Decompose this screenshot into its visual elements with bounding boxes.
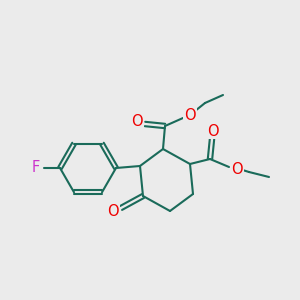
Text: O: O (131, 115, 143, 130)
Text: O: O (184, 107, 196, 122)
Text: F: F (32, 160, 40, 175)
Text: O: O (107, 205, 119, 220)
Text: O: O (231, 161, 243, 176)
Text: O: O (207, 124, 219, 139)
